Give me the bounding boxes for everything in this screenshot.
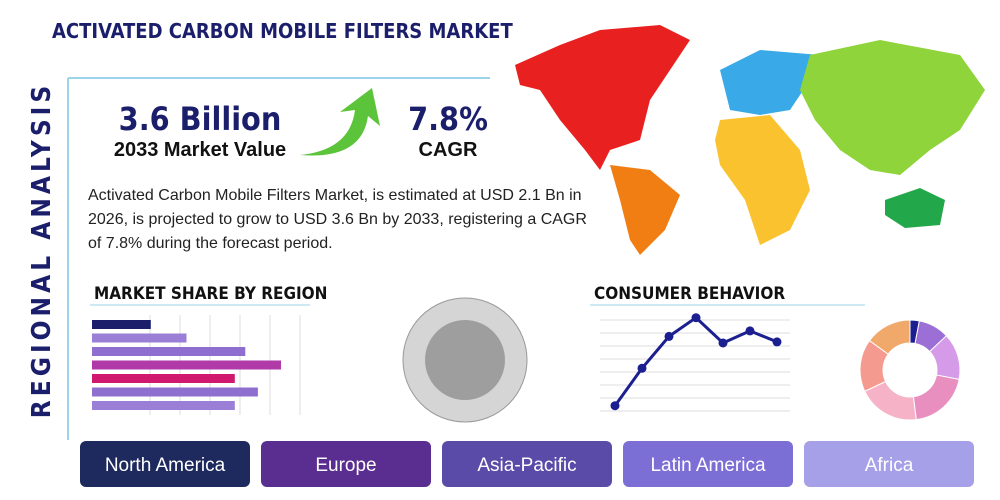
bar xyxy=(92,347,246,356)
donut-segment xyxy=(912,374,960,421)
donut-segment xyxy=(868,319,911,355)
description: Activated Carbon Mobile Filters Market, … xyxy=(88,187,587,252)
region-button[interactable] xyxy=(442,441,612,487)
region-button[interactable] xyxy=(261,441,431,487)
stat-label: 2033 Market Value xyxy=(114,139,286,161)
bar xyxy=(92,374,235,383)
point xyxy=(772,337,782,347)
section-title: CONSUMER BEHAVIOR xyxy=(594,284,785,304)
point xyxy=(718,338,728,348)
bar xyxy=(92,401,235,410)
region-label: North America xyxy=(105,455,226,476)
arrow-icon xyxy=(300,88,380,156)
point xyxy=(637,363,647,373)
point xyxy=(745,326,755,336)
region-button[interactable] xyxy=(80,441,250,487)
region-label: Asia-Pacific xyxy=(477,455,576,476)
world-map xyxy=(515,25,985,255)
side-label: REGIONAL ANALYSIS xyxy=(27,82,57,418)
region-label: Africa xyxy=(865,455,914,476)
region-button[interactable] xyxy=(623,441,793,487)
frame xyxy=(67,77,490,440)
stat-value: 7.8% xyxy=(408,100,488,138)
title: ACTIVATED CARBON MOBILE FILTERS MARKET xyxy=(52,19,513,43)
region-label: Europe xyxy=(315,455,376,476)
bar xyxy=(92,320,151,329)
bar xyxy=(92,333,187,343)
region-label: Latin America xyxy=(650,455,766,476)
bar xyxy=(92,360,281,370)
point xyxy=(664,331,674,341)
stat-value: 3.6 Billion xyxy=(119,100,282,138)
point xyxy=(691,313,701,323)
bar xyxy=(92,387,258,397)
stat-label: CAGR xyxy=(419,139,478,161)
region-button[interactable] xyxy=(804,441,974,487)
section-title: MARKET SHARE BY REGION xyxy=(94,284,327,304)
point xyxy=(610,401,620,411)
globe-icon xyxy=(425,320,505,400)
